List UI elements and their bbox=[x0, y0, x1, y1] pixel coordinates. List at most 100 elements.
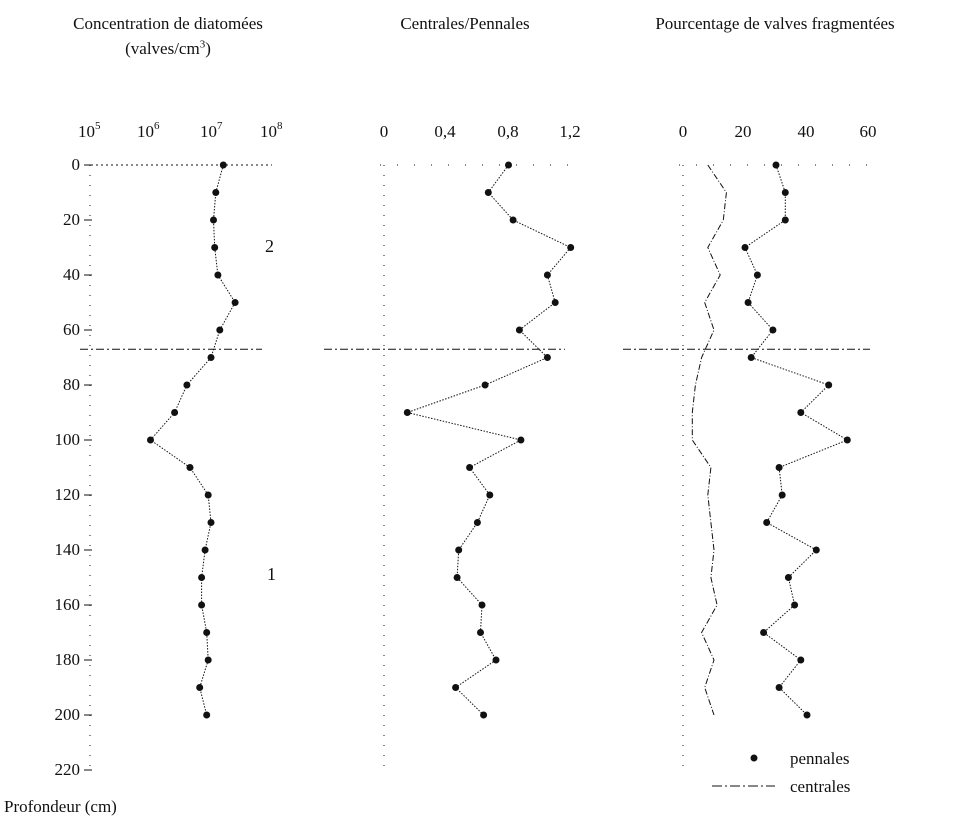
tick-base: 10 bbox=[137, 122, 154, 141]
panel1-series-line bbox=[149, 164, 236, 716]
panel1-title-line1: Concentration de diatomées bbox=[73, 14, 263, 33]
tick-base: 10 bbox=[260, 122, 277, 141]
depth-tick-label: 140 bbox=[55, 540, 81, 559]
panel1-data-point bbox=[171, 409, 179, 416]
panel1-title-line2: (valves/cm3) bbox=[125, 38, 211, 58]
panel2-data-point bbox=[517, 436, 525, 444]
panel2-tick-label: 0,4 bbox=[434, 122, 456, 141]
panel2-data-point bbox=[515, 326, 523, 334]
panel2-data-point bbox=[543, 354, 551, 361]
panel3-data-point bbox=[775, 464, 783, 471]
panel3-data-point bbox=[803, 711, 811, 719]
panel3-tick-label: 60 bbox=[860, 122, 877, 141]
panel3-data-point bbox=[763, 519, 771, 526]
zone-label-2: 2 bbox=[265, 236, 274, 256]
legend: pennales centrales bbox=[712, 749, 850, 796]
depth-tick-labels: 0 20 40 60 80 100 120 140 160 180 200 22… bbox=[55, 155, 81, 779]
panel3-data-point bbox=[797, 409, 805, 416]
panel1-tick-label: 107 bbox=[200, 120, 223, 141]
panel2-tick-label: 1,2 bbox=[559, 122, 580, 141]
panel1-data-point bbox=[147, 436, 154, 444]
tick-exponent: 8 bbox=[277, 120, 283, 132]
depth-axis-title: Profondeur (cm) bbox=[4, 797, 117, 816]
panel2-data-point bbox=[453, 574, 461, 581]
panel2-tick-label: 0,8 bbox=[497, 122, 518, 141]
depth-tick-label: 20 bbox=[63, 210, 80, 229]
depth-tick-label: 40 bbox=[63, 265, 80, 284]
panel1-data-point bbox=[216, 326, 224, 334]
depth-tick-label: 120 bbox=[55, 485, 81, 504]
depth-tick-label: 60 bbox=[63, 320, 80, 339]
panel3-tick-label: 20 bbox=[735, 122, 752, 141]
zone-label-1: 1 bbox=[267, 564, 276, 584]
panel2-data-point bbox=[477, 629, 484, 636]
panel1-title-unit-exponent: 3 bbox=[199, 38, 206, 50]
panel2-data-point bbox=[551, 299, 559, 306]
panel1-title-unit-close: ) bbox=[205, 38, 211, 58]
panel1-data-point bbox=[203, 711, 211, 719]
panel3-data-point bbox=[753, 271, 761, 279]
panel3-centrales-line bbox=[691, 164, 727, 716]
panel1-tick-label: 108 bbox=[260, 120, 283, 141]
depth-tick-label: 180 bbox=[55, 650, 81, 669]
panel3-data-point bbox=[791, 601, 799, 609]
panel1-tick-label: 105 bbox=[78, 120, 101, 141]
panel3-data-point bbox=[769, 326, 777, 334]
panel1-title-unit: (valves/cm bbox=[125, 38, 200, 58]
tick-exponent: 6 bbox=[154, 120, 160, 132]
panel1-title: Concentration de diatomées (valves/cm3) bbox=[28, 14, 308, 59]
legend-label-pennales: pennales bbox=[790, 749, 849, 768]
panel3-data-point bbox=[747, 354, 755, 361]
panel2-data-point bbox=[466, 464, 474, 471]
depth-tick-label: 200 bbox=[55, 705, 81, 724]
panel3-data-point bbox=[843, 436, 851, 444]
panel3-data-point bbox=[778, 491, 786, 499]
panel1-data-point bbox=[198, 601, 206, 609]
panel3-data-point bbox=[744, 299, 752, 306]
tick-exponent: 7 bbox=[217, 120, 223, 132]
panel3-data-point bbox=[781, 216, 789, 224]
tick-base: 10 bbox=[78, 122, 95, 141]
panel2-data-point bbox=[478, 601, 486, 609]
panel2-data-point bbox=[473, 519, 481, 526]
panel3-data-point bbox=[784, 574, 792, 581]
panel3-data-point bbox=[741, 244, 749, 251]
panel2-series-line bbox=[405, 164, 572, 716]
panel2-title: Centrales/Pennales bbox=[400, 14, 530, 33]
panel3-data-point bbox=[775, 684, 783, 691]
panel3-data-point bbox=[812, 546, 820, 554]
panel3-tick-label: 40 bbox=[798, 122, 815, 141]
depth-tick-label: 160 bbox=[55, 595, 81, 614]
panel2-data-point bbox=[543, 271, 551, 279]
panel3-tick-label: 0 bbox=[679, 122, 688, 141]
legend-dot-marker bbox=[750, 754, 758, 762]
depth-tick-label: 0 bbox=[72, 155, 81, 174]
panel3-data-point bbox=[825, 381, 833, 389]
tick-exponent: 5 bbox=[95, 120, 101, 132]
depth-tick-label: 100 bbox=[55, 430, 81, 449]
panel2-data-point bbox=[484, 189, 492, 196]
panel2-data-point bbox=[480, 711, 488, 719]
panel1-data-point bbox=[196, 684, 204, 691]
panel2-data-point bbox=[505, 161, 512, 169]
panel1-data-point bbox=[231, 299, 239, 306]
panel3-tick-labels: 0 20 40 60 bbox=[679, 122, 877, 141]
panel1-data-point bbox=[203, 629, 211, 636]
panel2-data-point bbox=[403, 409, 411, 416]
legend-label-centrales: centrales bbox=[790, 777, 850, 796]
panel1-data-point bbox=[207, 354, 215, 361]
panel2-data-point bbox=[509, 216, 517, 224]
panel1-data-point bbox=[186, 464, 194, 471]
panel2-data-point bbox=[455, 546, 463, 554]
panel1-data-point bbox=[204, 656, 212, 664]
panel3-data-point bbox=[772, 161, 780, 169]
chart-marks bbox=[80, 161, 870, 771]
panel1-data-point bbox=[214, 271, 222, 279]
panel1-tick-label: 106 bbox=[137, 120, 160, 141]
panel3-data-point bbox=[781, 189, 789, 196]
panel3-data-point bbox=[797, 656, 805, 664]
panel1-data-point bbox=[183, 381, 191, 389]
tick-base: 10 bbox=[200, 122, 217, 141]
depth-tick-label: 220 bbox=[55, 760, 81, 779]
